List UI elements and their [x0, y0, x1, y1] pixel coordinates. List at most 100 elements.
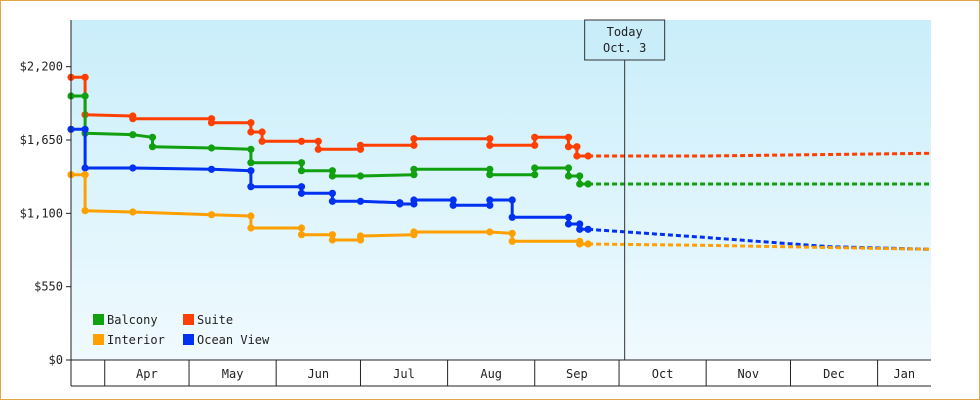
data-point-ocean-view [449, 201, 457, 209]
data-point-balcony [576, 180, 584, 188]
month-label-jul: Jul [393, 367, 415, 381]
data-point-suite [486, 141, 494, 149]
month-label-nov: Nov [737, 367, 759, 381]
data-point-ocean-view [564, 220, 573, 228]
month-label-aug: Aug [480, 367, 502, 381]
data-point-balcony [148, 133, 157, 141]
month-label-oct: Oct [652, 367, 674, 381]
data-point-ocean-view [576, 225, 584, 233]
today-date-label: Oct. 3 [603, 41, 646, 55]
month-label-sep: Sep [566, 367, 588, 381]
legend-swatch-suite [183, 314, 194, 325]
y-tick-label: $2,200 [20, 60, 63, 74]
data-point-suite [573, 143, 581, 151]
data-point-ocean-view [508, 196, 516, 204]
data-point-ocean-view [584, 225, 592, 233]
data-point-ocean-view [247, 167, 255, 175]
data-point-ocean-view [486, 196, 494, 204]
data-point-ocean-view [297, 189, 306, 197]
data-point-balcony [564, 164, 573, 172]
data-point-interior [297, 231, 306, 239]
data-point-balcony [410, 165, 418, 173]
data-point-interior [207, 211, 216, 219]
data-point-interior [81, 207, 89, 215]
data-point-balcony [81, 92, 89, 100]
today-label: Today [607, 25, 643, 39]
data-point-interior [410, 228, 418, 236]
data-point-ocean-view [356, 197, 365, 205]
y-tick-label: $0 [49, 353, 63, 367]
data-point-interior [584, 240, 592, 248]
month-label-jan: Jan [893, 367, 915, 381]
plot-area [71, 20, 931, 360]
data-point-suite [258, 137, 266, 145]
data-point-interior [247, 212, 255, 220]
series-forecast-suite [588, 151, 932, 158]
data-point-balcony [129, 131, 137, 139]
data-point-ocean-view [207, 165, 216, 173]
data-point-suite [410, 135, 418, 143]
data-point-interior [328, 236, 336, 244]
month-label-apr: Apr [136, 367, 158, 381]
data-point-ocean-view [297, 183, 306, 191]
data-point-balcony [148, 143, 157, 151]
data-point-interior [508, 237, 516, 245]
data-point-suite [573, 152, 581, 160]
data-point-suite [564, 133, 573, 141]
data-point-ocean-view [449, 196, 457, 204]
data-point-ocean-view [328, 189, 336, 197]
legend-label-ocean-view: Ocean View [197, 333, 270, 347]
data-point-ocean-view [129, 164, 137, 172]
data-point-balcony [207, 144, 216, 152]
data-point-suite [129, 115, 137, 123]
y-tick-label: $1,650 [20, 133, 63, 147]
data-point-interior [247, 224, 255, 232]
data-point-interior [129, 208, 137, 216]
data-point-ocean-view [81, 164, 89, 172]
data-point-suite [81, 73, 89, 81]
data-point-interior [81, 171, 89, 179]
data-point-balcony [486, 165, 494, 173]
data-point-balcony [410, 171, 418, 179]
data-point-ocean-view [410, 196, 418, 204]
data-point-ocean-view [328, 197, 336, 205]
data-point-suite [314, 137, 322, 145]
data-point-balcony [328, 172, 336, 180]
data-point-balcony [247, 145, 255, 153]
data-point-balcony [297, 167, 306, 175]
data-point-interior [328, 231, 336, 239]
legend-label-suite: Suite [197, 313, 233, 327]
data-point-ocean-view [576, 220, 584, 228]
y-tick-label: $550 [34, 280, 63, 294]
data-point-balcony [297, 159, 306, 167]
data-point-balcony [531, 164, 539, 172]
data-point-suite [297, 137, 306, 145]
data-point-balcony [356, 172, 365, 180]
month-label-may: May [222, 367, 244, 381]
data-point-suite [314, 145, 322, 153]
legend-swatch-balcony [93, 314, 104, 325]
data-point-suite [564, 143, 573, 151]
data-point-balcony [486, 171, 494, 179]
data-point-interior [297, 224, 306, 232]
data-point-ocean-view [396, 200, 404, 208]
data-point-suite [247, 128, 255, 136]
legend-label-interior: Interior [107, 333, 165, 347]
data-point-ocean-view [81, 125, 89, 133]
data-point-suite [258, 128, 266, 136]
legend-swatch-ocean-view [183, 334, 194, 345]
data-point-balcony [531, 171, 539, 179]
data-point-balcony [564, 172, 573, 180]
data-point-balcony [328, 167, 336, 175]
legend-label-balcony: Balcony [107, 313, 158, 327]
data-point-balcony [247, 159, 255, 167]
data-point-suite [531, 133, 539, 141]
data-point-interior [356, 232, 365, 240]
data-point-suite [410, 141, 418, 149]
data-point-ocean-view [247, 183, 255, 191]
month-label-dec: Dec [823, 367, 845, 381]
data-point-suite [584, 152, 592, 160]
today-box [584, 19, 666, 61]
legend-swatch-interior [93, 334, 104, 345]
data-point-suite [486, 135, 494, 143]
